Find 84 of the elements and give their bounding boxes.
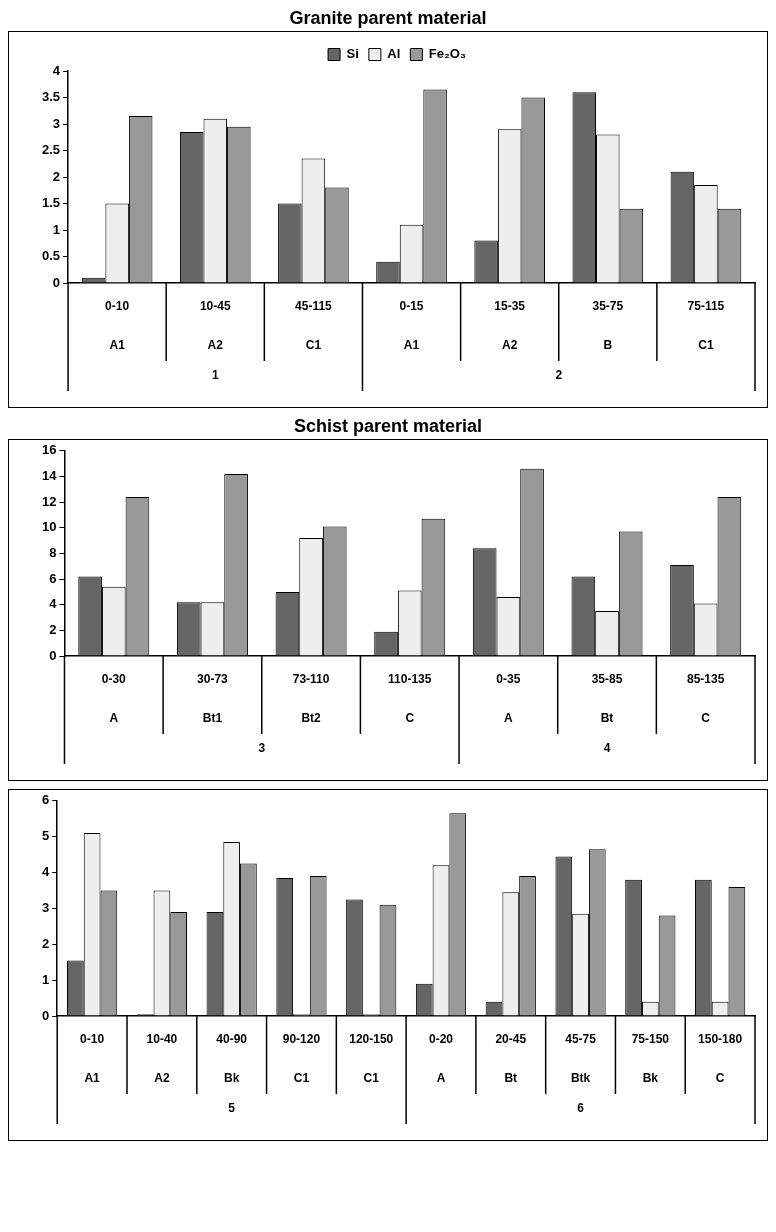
y-tick-label: 12 — [41, 493, 57, 509]
y-tick-label: 2.5 — [41, 142, 61, 158]
x-tick-label: 35-75 — [592, 299, 624, 314]
y-tick-label: 8 — [49, 544, 57, 560]
y-tick-label: 0 — [42, 1007, 50, 1023]
text: C — [701, 711, 711, 726]
x-tick-label: 0-35 — [496, 672, 521, 687]
y-tick-label: 16 — [41, 442, 57, 458]
x-tick-label: 15-35 — [494, 299, 526, 314]
text: A1 — [84, 1071, 101, 1086]
y-tick-label: 5 — [42, 828, 50, 844]
x-tick-label: 120-150 — [349, 1032, 394, 1047]
text: A2 — [154, 1071, 170, 1086]
text: A2 — [502, 338, 518, 353]
text: C — [405, 711, 415, 726]
text: A1 — [109, 338, 126, 353]
text: Bt1 — [202, 711, 223, 726]
text: Bk — [642, 1071, 659, 1086]
text: 2 — [555, 368, 563, 383]
text: C1 — [363, 1071, 380, 1086]
text: C — [715, 1071, 725, 1086]
x-tick-label: 73-110 — [292, 672, 330, 687]
text: C1 — [698, 338, 714, 353]
chart-title: Granite parent material — [288, 8, 488, 29]
x-tick-label: 45-115 — [295, 299, 333, 314]
text: 4 — [603, 741, 611, 756]
y-tick-label: 2 — [52, 168, 61, 184]
y-tick-label: 3 — [42, 899, 50, 915]
y-tick-label: 4 — [42, 864, 50, 880]
y-tick-label: 1.5 — [41, 195, 61, 211]
x-tick-label: 10-40 — [146, 1032, 178, 1047]
y-tick-label: 2 — [49, 621, 57, 637]
y-tick-label: 3 — [52, 115, 61, 131]
text: 6 — [577, 1101, 585, 1116]
x-tick-label: 150-180 — [698, 1032, 743, 1047]
x-tick-label: 0-15 — [399, 299, 424, 314]
text: 3 — [258, 741, 266, 756]
x-tick-label: 0-30 — [101, 672, 127, 687]
text: A — [504, 711, 514, 726]
x-tick-label: 110-135 — [388, 672, 432, 687]
x-tick-label: 10-45 — [199, 299, 231, 314]
x-tick-label: 75-150 — [631, 1032, 670, 1047]
text: C1 — [305, 338, 322, 353]
x-tick-label: 30-73 — [197, 672, 229, 687]
text: C1 — [293, 1071, 310, 1086]
y-tick-label: 0 — [52, 274, 61, 290]
x-tick-label: 0-10 — [105, 299, 130, 314]
x-tick-label: 85-135 — [686, 672, 725, 687]
y-tick-label: 3.5 — [41, 89, 61, 105]
text: A1 — [403, 338, 420, 353]
text: Bt2 — [301, 711, 322, 726]
text: A — [109, 711, 119, 726]
y-tick-label: 2 — [42, 935, 50, 951]
x-tick-label: 0-20 — [428, 1032, 454, 1047]
text: A — [436, 1071, 446, 1086]
y-tick-label: 14 — [41, 468, 58, 484]
legend-label: Si — [346, 46, 359, 62]
x-tick-label: 20-45 — [495, 1032, 527, 1047]
text: 1 — [211, 368, 219, 383]
x-tick-label: 75-115 — [687, 299, 725, 314]
x-tick-label: 90-120 — [282, 1032, 321, 1047]
y-tick-label: 4 — [52, 62, 61, 78]
text: Bt — [600, 711, 614, 726]
x-tick-label: 35-85 — [591, 672, 623, 687]
text: B — [603, 338, 613, 353]
x-tick-label: 45-75 — [565, 1032, 597, 1047]
y-tick-label: 6 — [49, 570, 57, 586]
x-tick-label: 0-10 — [80, 1032, 105, 1047]
y-tick-label: 0.5 — [41, 248, 61, 264]
legend-label: Fe₂O₃ — [428, 46, 466, 62]
y-tick-label: 6 — [42, 792, 50, 808]
y-tick-label: 4 — [49, 596, 58, 612]
text: A2 — [207, 338, 224, 353]
text: Bt — [504, 1071, 518, 1086]
chart-title: Schist parent material — [292, 416, 484, 437]
text: 5 — [228, 1101, 236, 1116]
text: Btk — [570, 1071, 591, 1086]
y-tick-label: 0 — [49, 647, 57, 663]
y-tick-label: 1 — [52, 221, 61, 237]
y-tick-label: 1 — [42, 971, 50, 987]
y-tick-label: 10 — [41, 519, 57, 535]
text: Bk — [224, 1071, 240, 1086]
x-tick-label: 40-90 — [216, 1032, 248, 1047]
legend-label: Al — [387, 46, 401, 62]
